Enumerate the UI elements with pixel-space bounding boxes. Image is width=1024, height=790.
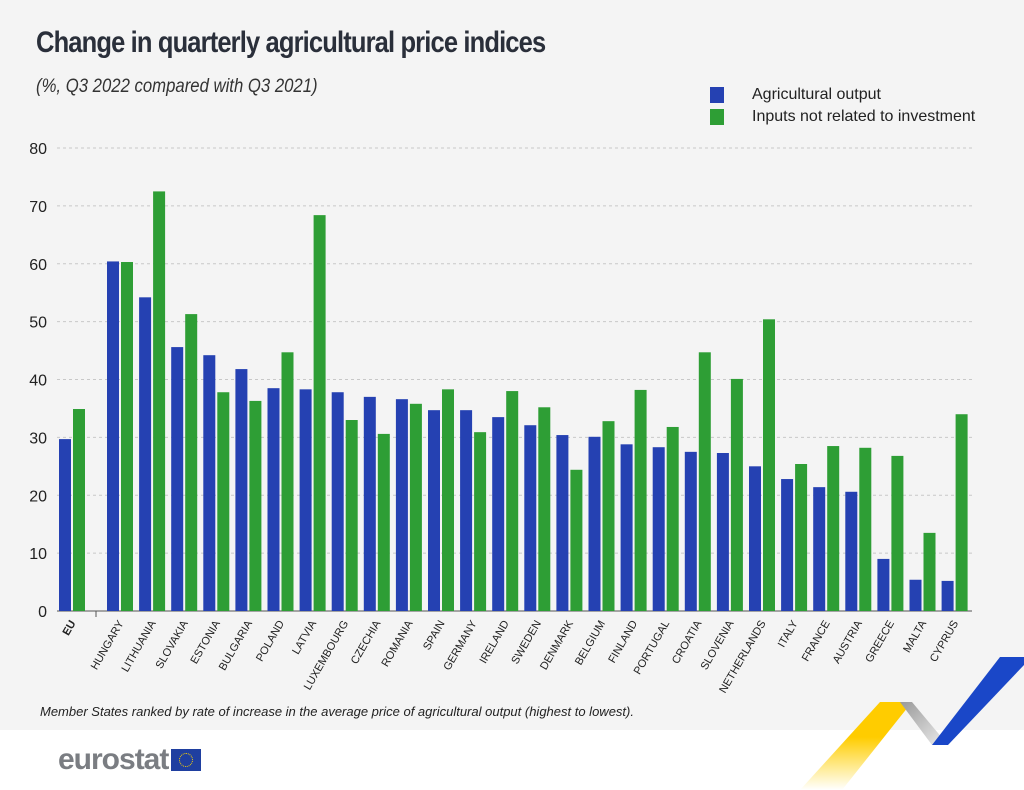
legend-swatch xyxy=(710,87,724,103)
bar-inputs-sweden xyxy=(538,407,551,611)
bar-inputs-romania xyxy=(409,403,422,611)
bar-inputs-hungary xyxy=(121,262,133,611)
bar-output-czechia xyxy=(363,396,376,611)
legend-item-inputs: Inputs not related to investment xyxy=(710,106,975,128)
blue-stripe xyxy=(932,657,1024,745)
bar-output-hungary xyxy=(107,261,119,611)
bar-output-ireland xyxy=(492,417,505,611)
bar-output-estonia xyxy=(203,355,216,611)
legend-swatch xyxy=(710,109,724,125)
yellow-stripe xyxy=(800,702,912,790)
bar-inputs-belgium xyxy=(602,421,615,611)
bar-output-france xyxy=(813,487,826,611)
bar-output-eu xyxy=(59,439,71,611)
eurostat-logo: eurostat xyxy=(58,743,202,777)
bar-inputs-poland xyxy=(281,352,294,611)
y-tick-label: 10 xyxy=(29,546,47,563)
bar-output-sweden xyxy=(524,425,537,611)
y-tick-label: 50 xyxy=(29,315,47,332)
bar-output-finland xyxy=(620,444,633,611)
bar-output-netherlands xyxy=(749,466,761,611)
y-tick-label: 20 xyxy=(29,488,47,505)
logo-text: eurostat xyxy=(58,743,169,776)
bar-output-cyprus xyxy=(941,580,954,611)
bar-output-romania xyxy=(395,399,408,611)
bar-inputs-netherlands xyxy=(763,319,775,611)
bar-inputs-malta xyxy=(923,532,936,611)
bar-output-lithuania xyxy=(139,297,152,611)
bar-inputs-luxembourg xyxy=(345,420,358,611)
legend-item-output: Agricultural output xyxy=(710,84,975,106)
bar-inputs-cyprus xyxy=(955,414,968,611)
bar-inputs-slovenia xyxy=(730,378,743,611)
legend: Agricultural output Inputs not related t… xyxy=(710,84,975,128)
bar-inputs-slovakia xyxy=(185,314,198,611)
bar-output-belgium xyxy=(588,436,601,611)
bar-inputs-spain xyxy=(442,389,454,611)
bar-inputs-ireland xyxy=(506,391,519,611)
bar-output-malta xyxy=(909,579,922,611)
footnote: Member States ranked by rate of increase… xyxy=(40,704,634,719)
chart-title: Change in quarterly agricultural price i… xyxy=(36,26,546,59)
bar-inputs-france xyxy=(827,446,840,611)
y-tick-label: 0 xyxy=(38,604,47,621)
y-tick-label: 60 xyxy=(29,257,47,274)
bar-inputs-croatia xyxy=(698,352,711,611)
grey-stripe xyxy=(900,702,948,745)
y-tick-label: 30 xyxy=(29,430,47,447)
legend-label: Inputs not related to investment xyxy=(752,108,976,125)
bar-inputs-bulgaria xyxy=(249,400,262,611)
bar-output-greece xyxy=(877,558,890,611)
bar-output-spain xyxy=(428,410,440,611)
bar-inputs-lithuania xyxy=(153,191,166,611)
bar-output-croatia xyxy=(684,451,697,611)
bar-output-bulgaria xyxy=(235,369,248,611)
y-tick-label: 80 xyxy=(29,141,47,158)
bar-inputs-greece xyxy=(891,455,904,611)
bar-inputs-austria xyxy=(859,447,872,611)
legend-label: Agricultural output xyxy=(752,86,881,103)
bar-inputs-portugal xyxy=(666,426,679,611)
bar-output-portugal xyxy=(652,447,665,611)
bar-output-denmark xyxy=(556,435,569,611)
bar-output-slovenia xyxy=(716,453,729,611)
bar-output-germany xyxy=(460,410,473,611)
bar-inputs-eu xyxy=(73,409,85,611)
bar-inputs-italy xyxy=(795,463,808,611)
bar-output-luxembourg xyxy=(331,392,344,611)
bar-inputs-denmark xyxy=(570,469,583,611)
bar-output-italy xyxy=(781,479,794,611)
bar-inputs-estonia xyxy=(217,392,230,611)
bar-inputs-latvia xyxy=(313,215,326,611)
bar-output-slovakia xyxy=(171,347,184,611)
bar-inputs-germany xyxy=(474,432,487,611)
chart-subtitle: (%, Q3 2022 compared with Q3 2021) xyxy=(36,76,318,97)
y-tick-label: 70 xyxy=(29,199,47,216)
eu-flag-icon xyxy=(171,749,202,771)
y-tick-label: 40 xyxy=(29,373,47,390)
bar-output-austria xyxy=(845,491,858,611)
bar-output-latvia xyxy=(299,389,312,611)
bar-output-poland xyxy=(267,388,280,611)
bar-inputs-czechia xyxy=(377,433,390,611)
bar-inputs-finland xyxy=(634,389,647,611)
